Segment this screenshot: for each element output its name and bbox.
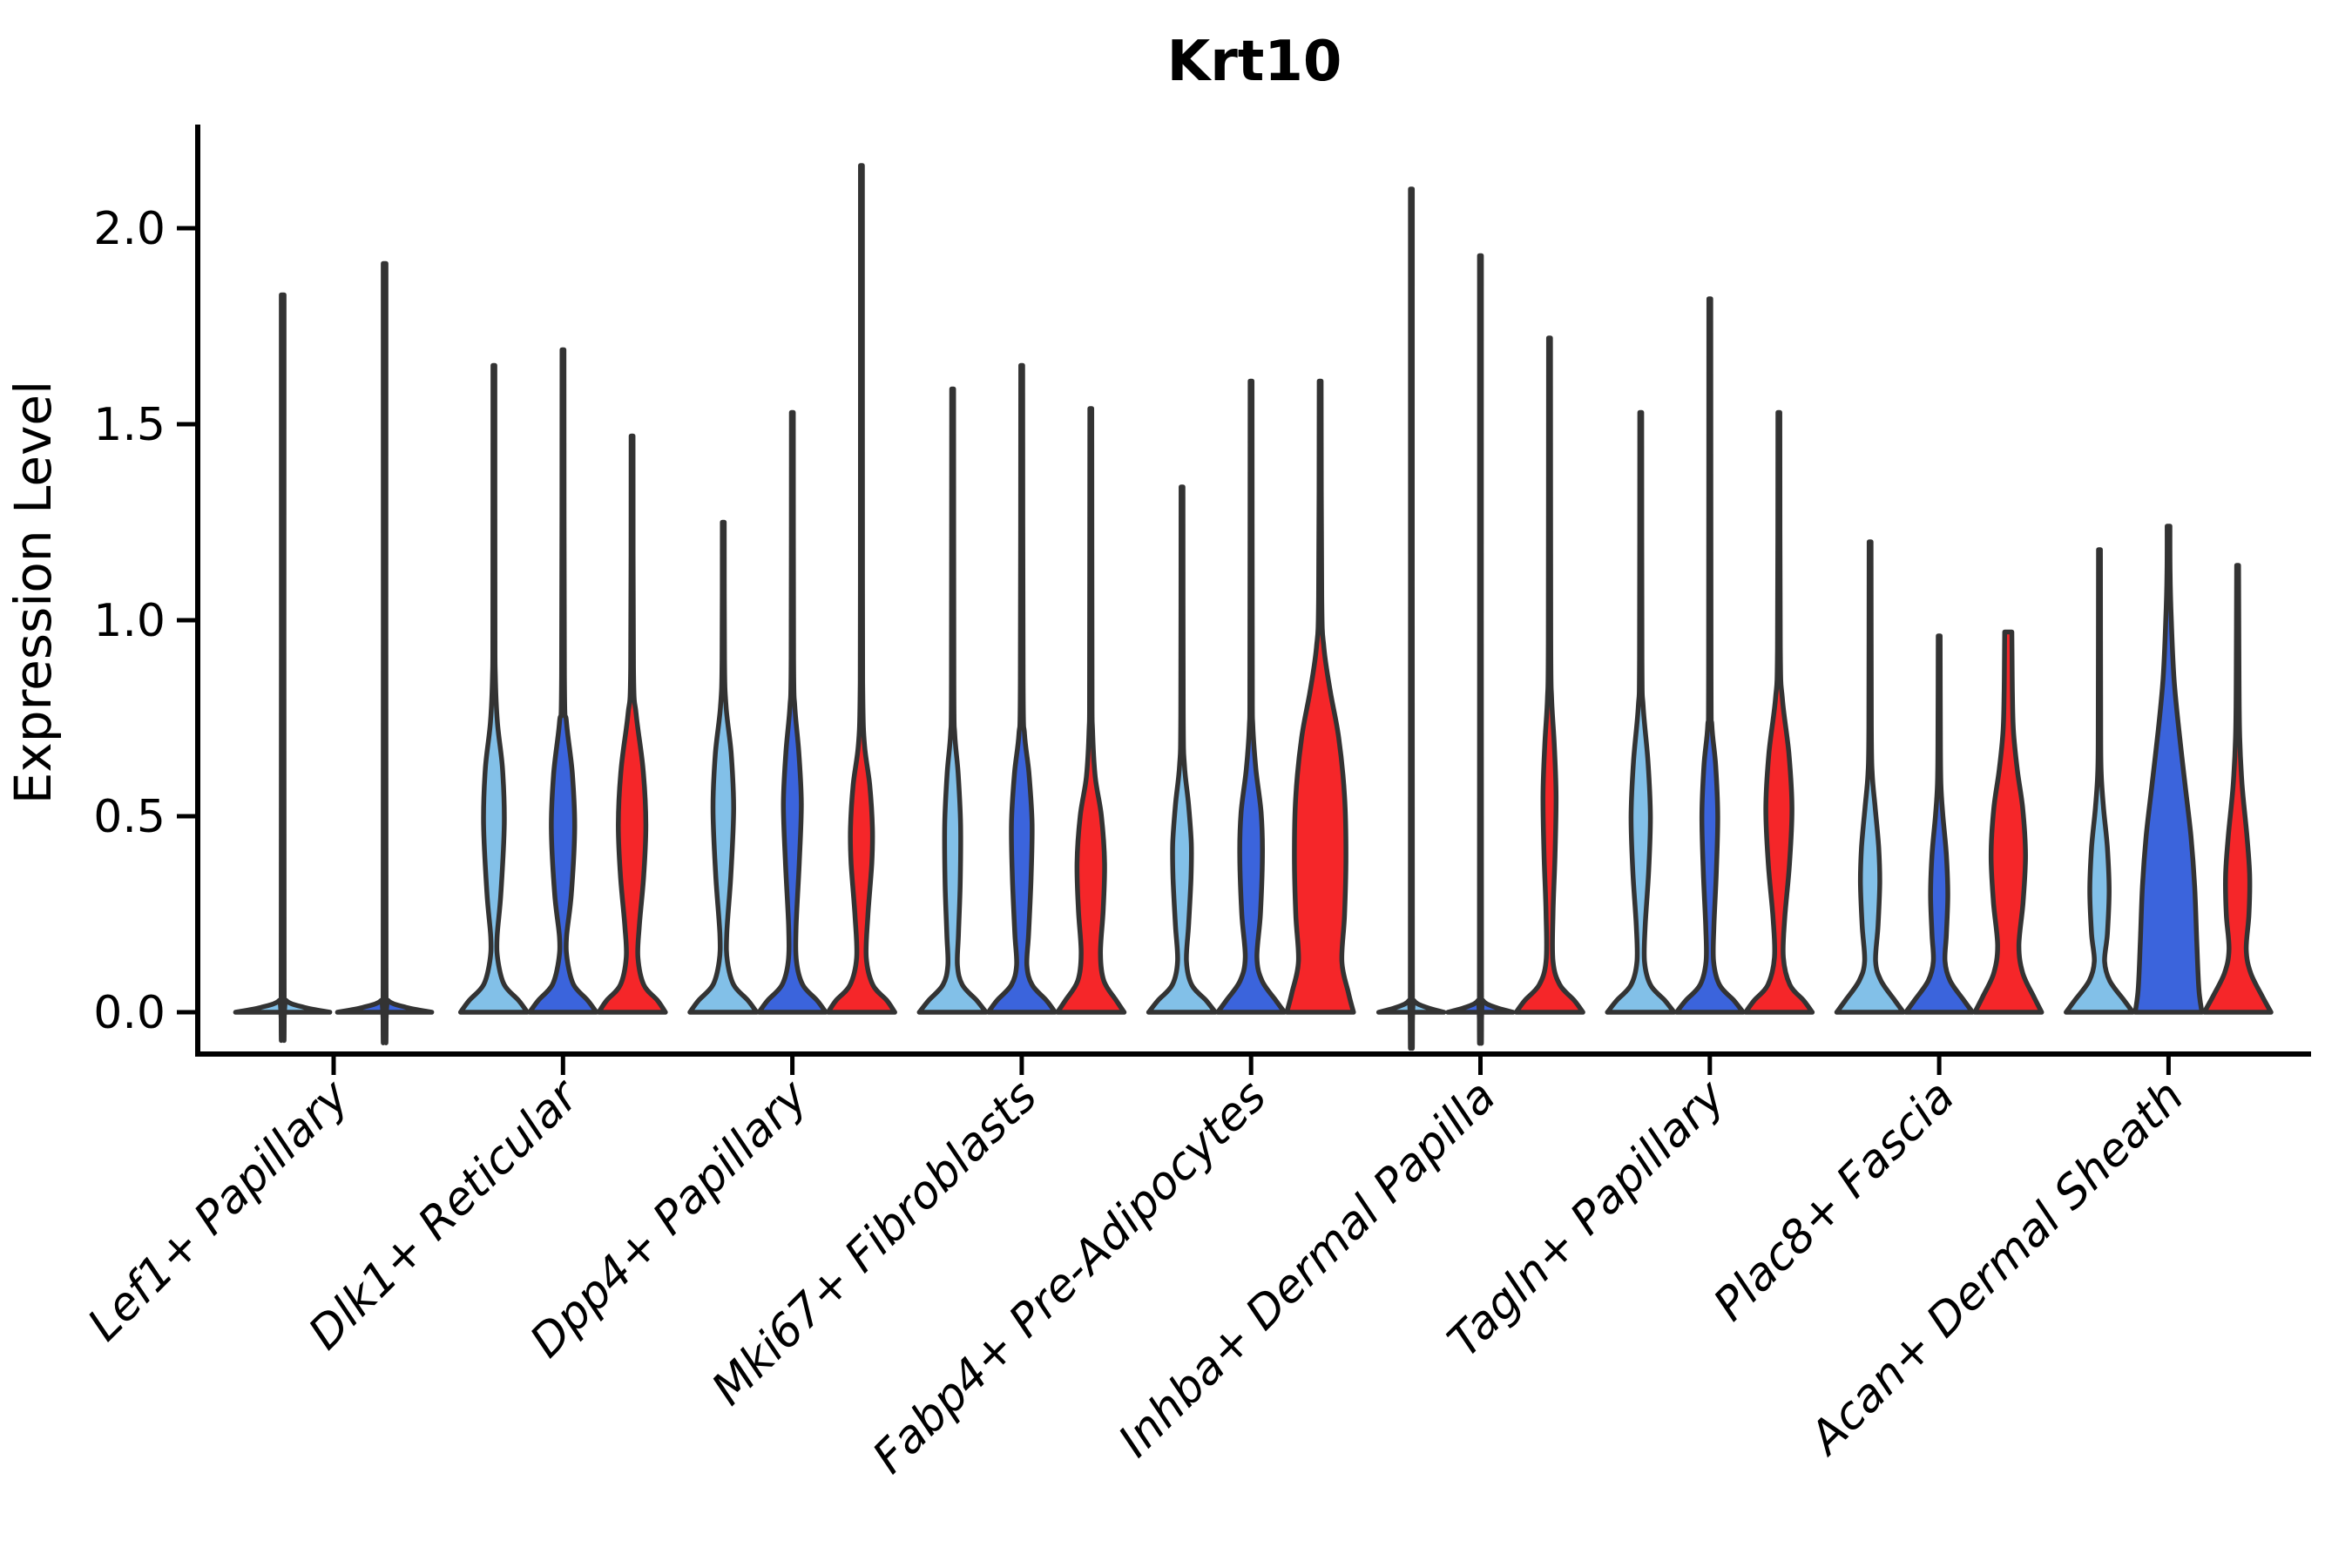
violin-acan-dermal-sheath-dark_blue: [2132, 524, 2205, 1015]
violin-dlk1-reticular-light_blue: [457, 362, 531, 1015]
violin-lef1-papillary-light_blue: [233, 292, 333, 1044]
violin-plac8-fascia-dark_blue: [1903, 633, 1976, 1015]
violin-inhba-dermal-papilla-red: [1513, 335, 1585, 1015]
violin-dpp4-papillary-dark_blue: [756, 409, 828, 1015]
y-tick-label: 1.5: [93, 399, 166, 451]
violin-dpp4-papillary-light_blue: [687, 519, 760, 1015]
violin-tagln-papillary-light_blue: [1605, 409, 1677, 1015]
violin-lef1-papillary-dark_blue: [335, 260, 435, 1045]
violin-fabp4-pre-adipocytes-light_blue: [1146, 484, 1218, 1015]
x-tick-label: Acan+ Dermal Sheath: [1799, 1071, 2194, 1466]
y-axis-label: Expression Level: [3, 381, 63, 804]
violin-dpp4-papillary-red: [825, 163, 897, 1015]
y-tick-label: 0.0: [93, 987, 166, 1039]
violin-dlk1-reticular-dark_blue: [527, 347, 599, 1015]
violin-fabp4-pre-adipocytes-red: [1284, 378, 1356, 1015]
violin-mki67-fibroblasts-dark_blue: [985, 362, 1058, 1015]
y-tick-label: 2.0: [93, 203, 166, 255]
violin-acan-dermal-sheath-red: [2201, 563, 2274, 1015]
violin-inhba-dermal-papilla-dark_blue: [1445, 253, 1516, 1046]
y-tick-label: 1.0: [93, 595, 166, 647]
x-tick-label: Inhba+ Dermal Papilla: [1109, 1071, 1506, 1468]
violin-tagln-papillary-red: [1743, 409, 1815, 1015]
violin-fabp4-pre-adipocytes-dark_blue: [1215, 378, 1288, 1015]
violin-tagln-papillary-dark_blue: [1673, 296, 1746, 1015]
violin-inhba-dermal-papilla-light_blue: [1375, 186, 1447, 1051]
y-tick-label: 0.5: [93, 791, 166, 843]
violin-mki67-fibroblasts-red: [1055, 406, 1127, 1015]
x-tick-label: Fabp4+ Pre-Adipocytes: [863, 1071, 1277, 1484]
violin-mki67-fibroblasts-light_blue: [916, 386, 989, 1015]
violin-dlk1-reticular-red: [596, 433, 668, 1015]
chart-title: Krt10: [1167, 30, 1342, 94]
violin-plac8-fascia-light_blue: [1834, 539, 1906, 1015]
violin-acan-dermal-sheath-light_blue: [2064, 547, 2136, 1015]
violin-plac8-fascia-red: [1972, 629, 2044, 1015]
x-tick-label: Plac8+ Fascia: [1704, 1071, 1964, 1331]
